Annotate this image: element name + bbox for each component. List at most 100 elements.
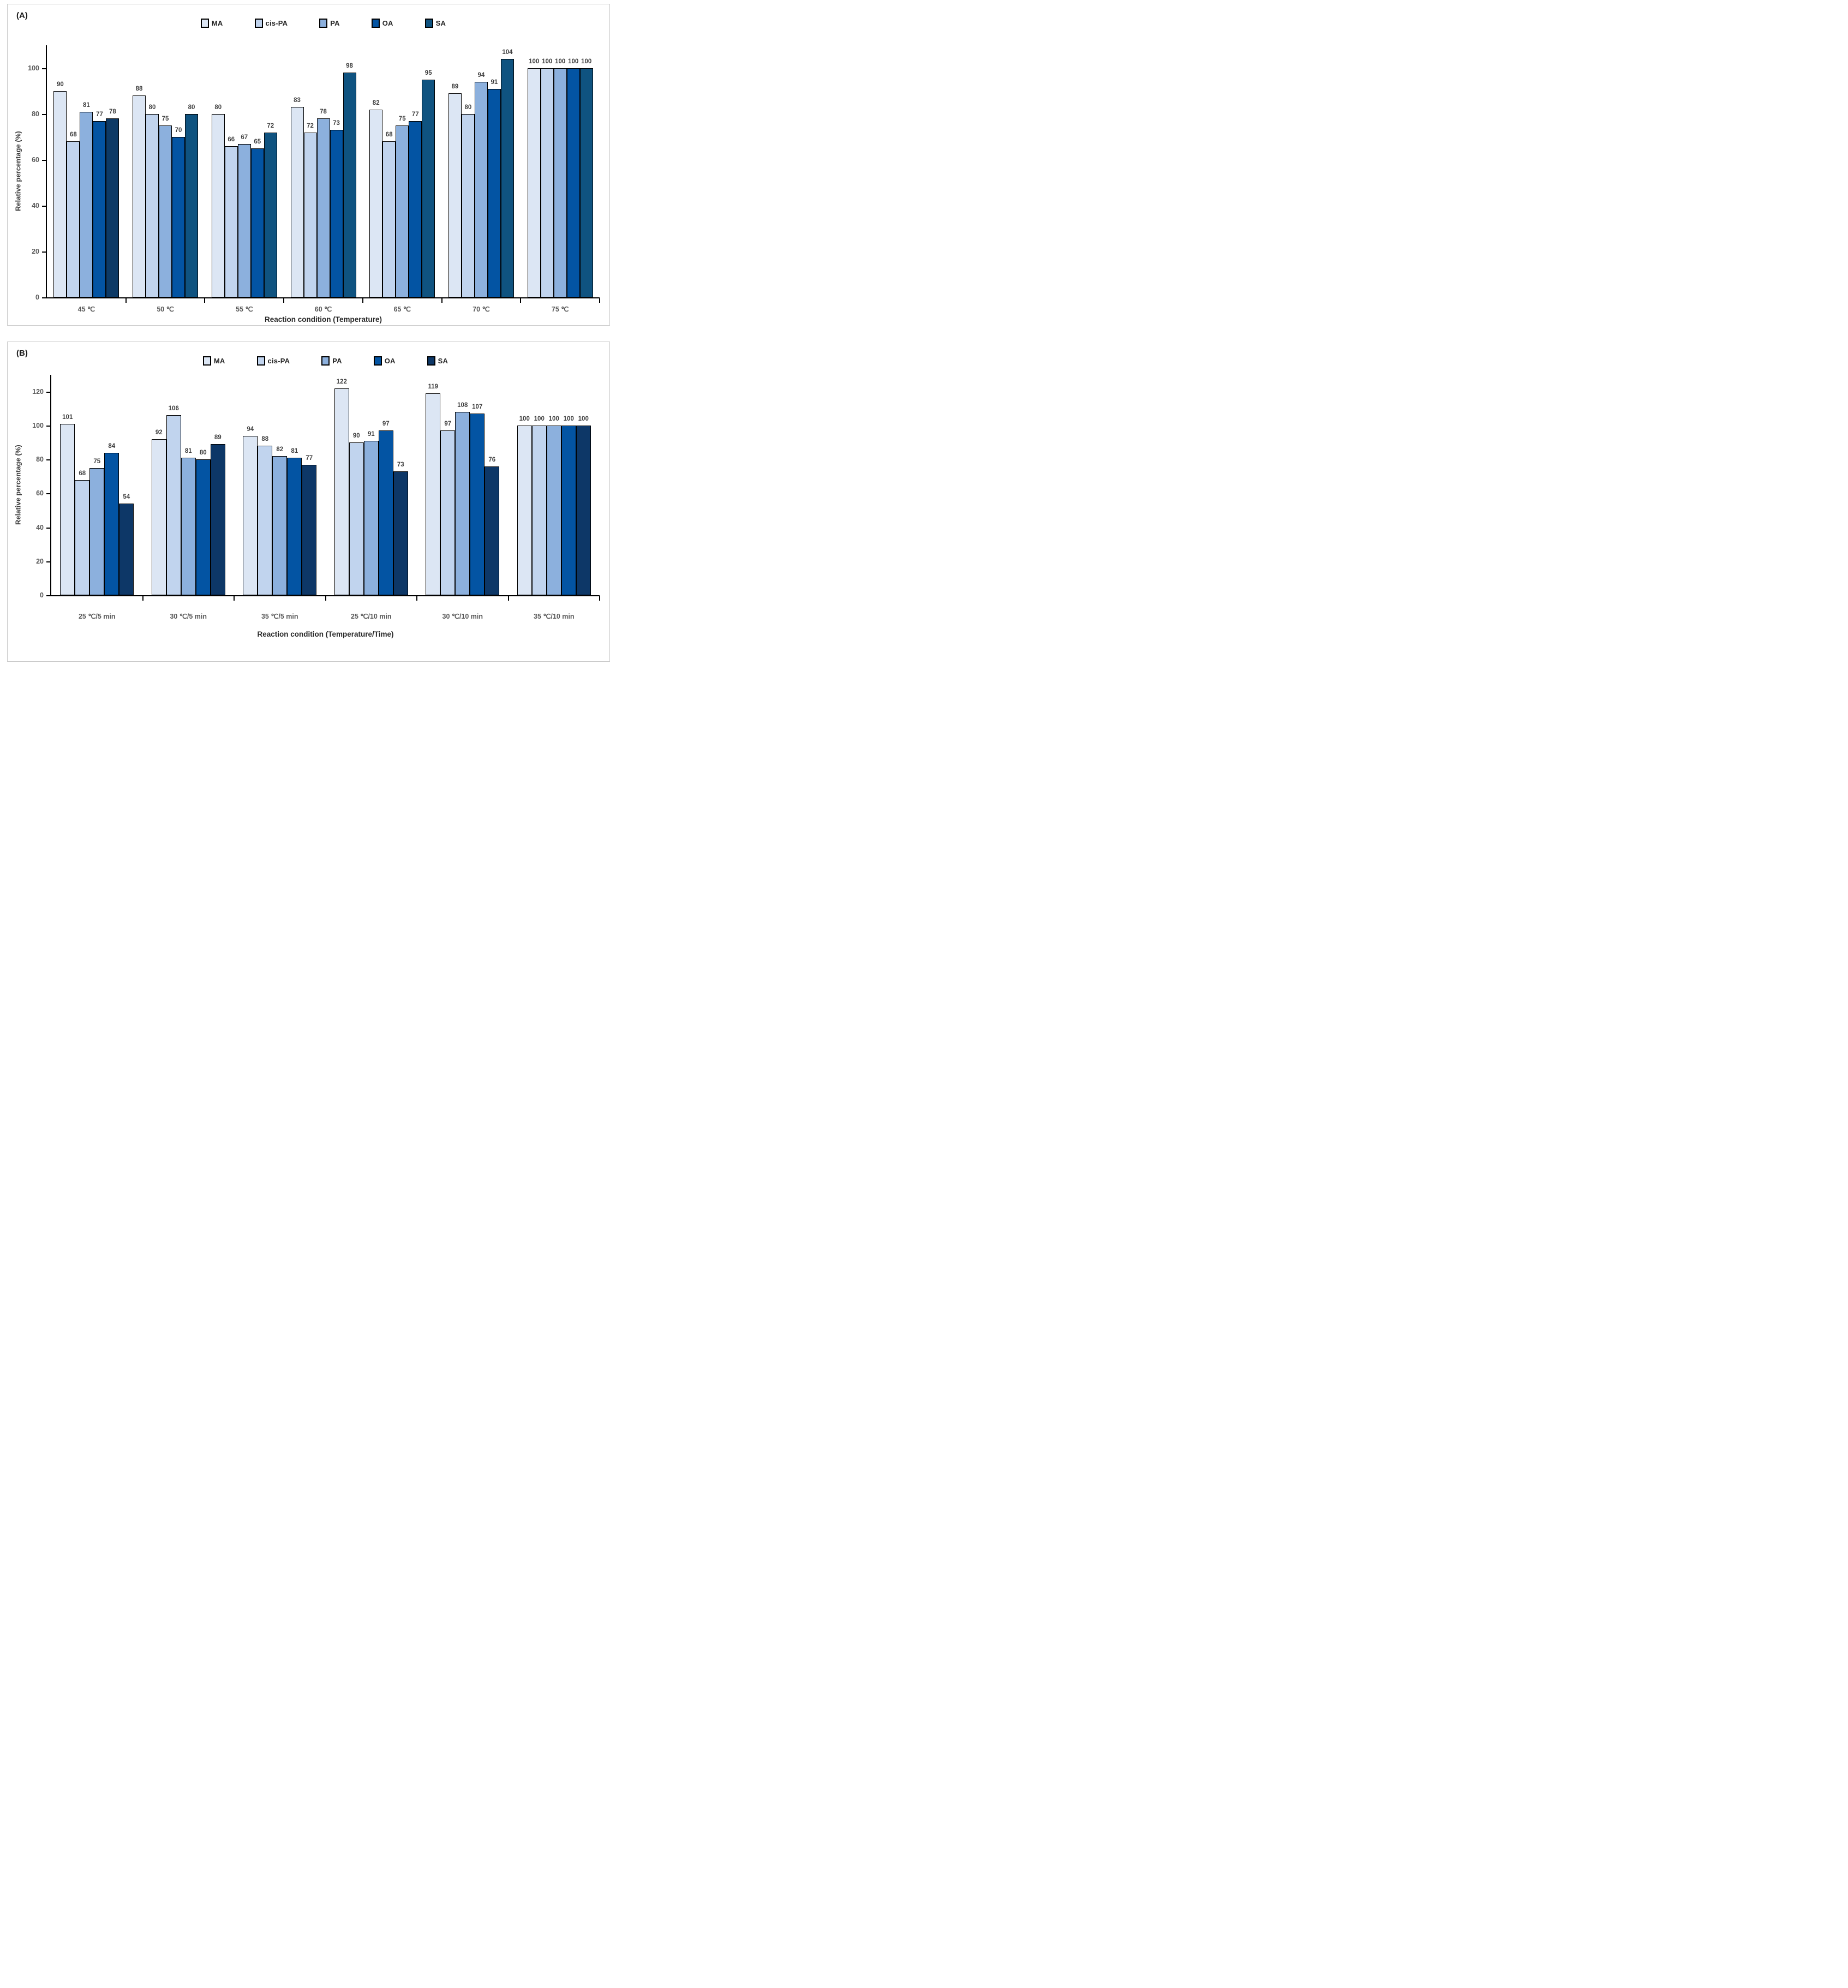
bar-value-label: 66 (228, 136, 235, 143)
bar-value-label: 100 (581, 58, 592, 65)
legend-label-SA: SA (438, 356, 448, 365)
category-label: 35 ℃/10 min (534, 613, 575, 620)
x-axis-line (51, 595, 600, 596)
legend-swatch-SA (427, 356, 435, 366)
y-axis-tick-label: 60 (36, 489, 44, 498)
bar-value-label: 77 (411, 111, 419, 118)
legend-swatch-PA (321, 356, 330, 366)
bar-value-label: 65 (254, 139, 261, 145)
bar-MA (334, 388, 349, 595)
bar-value-label: 84 (108, 442, 116, 450)
bar-value-label: 100 (542, 58, 553, 65)
bar-SA (343, 73, 356, 297)
bar-value-label: 89 (451, 83, 459, 91)
bar-PA (159, 125, 172, 297)
y-axis-tick-label: 0 (40, 591, 44, 599)
legend-swatch-SA (424, 18, 433, 28)
legend-swatch-PA (319, 18, 328, 28)
x-axis-tick (599, 298, 600, 303)
y-axis-tick-label: 80 (32, 110, 39, 118)
y-axis-tick-label: 120 (32, 387, 44, 396)
bar-value-label: 80 (464, 104, 472, 111)
x-axis-tick (441, 298, 442, 303)
legend-label-MA: MA (213, 356, 225, 365)
bar-value-label: 72 (307, 122, 314, 129)
bar-value-label: 104 (502, 49, 513, 56)
y-axis-tick-label: 40 (32, 202, 39, 209)
bar-value-label: 95 (424, 70, 432, 76)
bar-MA (60, 423, 75, 595)
bar-value-label: 68 (79, 470, 86, 477)
bar-SA (302, 464, 317, 595)
bar-SA (106, 118, 119, 297)
bar-value-label: 106 (168, 405, 179, 412)
y-axis-tick-label: 100 (28, 64, 39, 72)
legend-swatch-cis-PA (254, 18, 263, 28)
x-axis-line (47, 297, 600, 298)
bar-value-label: 80 (214, 104, 222, 111)
bar-value-label: 72 (267, 122, 274, 129)
x-axis-title-b: Reaction condition (Temperature/Time) (257, 630, 394, 638)
bar-cis-PA (258, 446, 273, 595)
bar-OA (330, 130, 343, 297)
legend-swatch-MA (202, 356, 211, 366)
bar-PA (89, 468, 105, 595)
legend-item-cis-PA: cis-PA (254, 18, 288, 28)
category-label: 75 ℃ (551, 306, 569, 313)
bar-value-label: 80 (188, 104, 195, 111)
bar-value-label: 80 (148, 104, 156, 111)
bar-PA (237, 143, 251, 297)
category-label: 65 ℃ (393, 306, 411, 313)
bar-value-label: 94 (247, 426, 254, 433)
bar-cis-PA (146, 114, 159, 297)
bar-cis-PA (303, 132, 317, 297)
bar-PA (80, 111, 93, 297)
category-label: 25 ℃/5 min (78, 613, 116, 620)
category-label: 35 ℃/5 min (261, 613, 298, 620)
bar-MA (243, 435, 258, 595)
y-axis-tick (42, 297, 46, 298)
bar-OA (287, 458, 302, 595)
bar-value-label: 88 (135, 86, 143, 93)
bar-value-label: 122 (336, 378, 347, 385)
bar-value-label: 100 (529, 58, 540, 65)
y-axis-line (50, 374, 51, 596)
legend-swatch-cis-PA (256, 356, 265, 366)
category-label: 50 ℃ (157, 306, 174, 313)
x-axis-tick (283, 298, 285, 303)
bar-OA (561, 426, 576, 595)
bar-value-label: 75 (93, 458, 101, 465)
bar-value-label: 83 (294, 97, 301, 104)
legend-item-OA: OA (371, 18, 393, 28)
y-axis-tick (46, 561, 50, 562)
y-axis-tick-label: 20 (36, 557, 44, 565)
bar-value-label: 78 (320, 109, 327, 116)
bar-cis-PA (531, 426, 547, 595)
legend-item-SA: SA (424, 18, 446, 28)
bar-cis-PA (75, 480, 90, 595)
bar-value-label: 91 (491, 79, 498, 86)
figure: (A) MA cis-PA PA OA SA Relative percentage (… (0, 0, 616, 663)
category-label: 55 ℃ (236, 306, 253, 313)
bar-OA (378, 430, 393, 595)
bar-MA (151, 439, 166, 595)
bar-SA (579, 68, 593, 297)
bar-SA (210, 444, 225, 595)
y-axis-tick (42, 68, 46, 69)
legend-item-SA: SA (427, 356, 448, 366)
bar-value-label: 94 (477, 72, 485, 79)
y-axis-tick-label: 100 (32, 422, 44, 429)
bar-value-label: 70 (175, 127, 182, 134)
bar-cis-PA (382, 141, 396, 297)
legend-swatch-MA (200, 18, 209, 28)
bar-MA (290, 107, 304, 297)
bar-value-label: 67 (241, 134, 248, 141)
x-axis-title-a: Reaction condition (Temperature) (264, 315, 382, 324)
panel-a: (A) MA cis-PA PA OA SA Relative percentage (… (7, 4, 610, 326)
bar-value-label: 100 (563, 416, 574, 422)
bar-OA (172, 137, 186, 297)
legend-a: MA cis-PA PA OA SA (47, 17, 600, 28)
bar-OA (250, 148, 264, 297)
category-label: 60 ℃ (314, 306, 332, 313)
bar-MA (527, 68, 541, 297)
